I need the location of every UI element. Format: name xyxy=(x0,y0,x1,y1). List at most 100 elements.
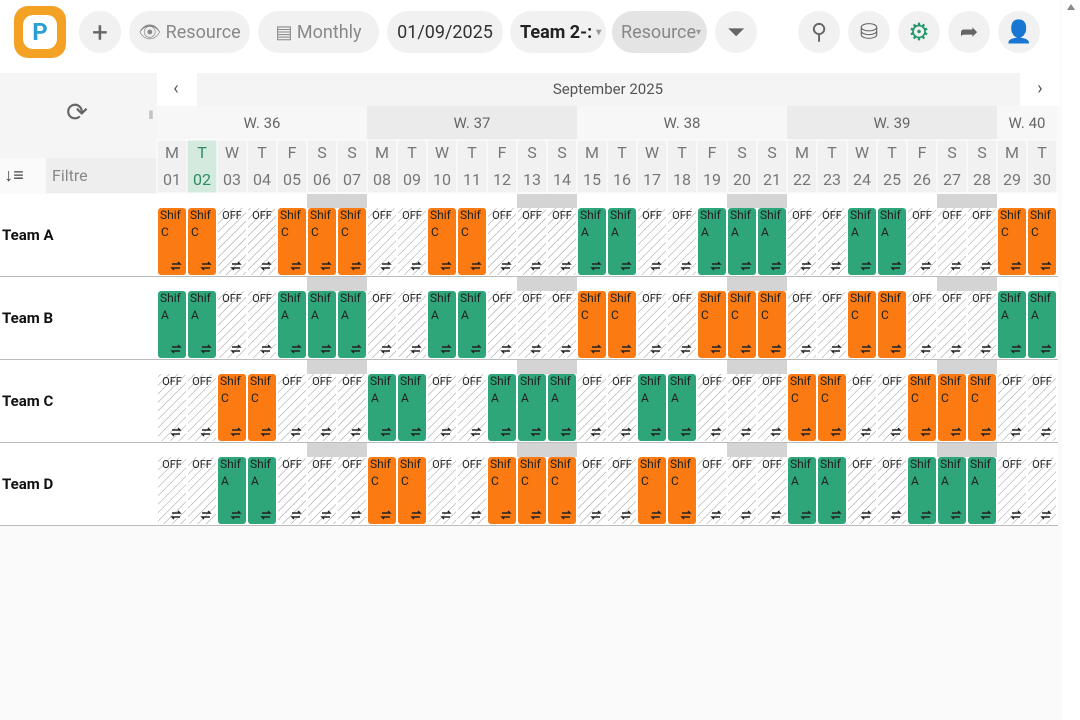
shift-cell[interactable] xyxy=(758,291,786,358)
off-cell[interactable] xyxy=(398,208,426,275)
off-cell[interactable] xyxy=(848,374,876,441)
off-cell[interactable] xyxy=(218,208,246,275)
off-cell[interactable] xyxy=(278,374,306,441)
off-cell[interactable] xyxy=(698,374,726,441)
prev-button[interactable] xyxy=(157,73,197,106)
shift-cell[interactable] xyxy=(728,208,756,275)
off-cell[interactable] xyxy=(758,457,786,524)
refresh-button[interactable]: ⟳ xyxy=(66,98,88,128)
shift-cell[interactable] xyxy=(908,374,936,441)
logo[interactable]: P xyxy=(14,6,66,58)
shift-cell[interactable] xyxy=(668,374,696,441)
shift-cell[interactable] xyxy=(758,208,786,275)
database-button[interactable]: ⛁ xyxy=(848,11,890,53)
off-cell[interactable] xyxy=(188,457,216,524)
add-button[interactable]: + xyxy=(79,11,121,53)
shift-cell[interactable] xyxy=(698,208,726,275)
off-cell[interactable] xyxy=(788,208,816,275)
shift-cell[interactable] xyxy=(218,374,246,441)
shift-cell[interactable] xyxy=(368,457,396,524)
off-cell[interactable] xyxy=(518,291,546,358)
off-cell[interactable] xyxy=(938,208,966,275)
off-cell[interactable] xyxy=(878,457,906,524)
off-cell[interactable] xyxy=(548,291,576,358)
shift-cell[interactable] xyxy=(248,374,276,441)
shift-cell[interactable] xyxy=(968,457,996,524)
shift-cell[interactable] xyxy=(188,208,216,275)
shift-cell[interactable] xyxy=(368,374,396,441)
shift-cell[interactable] xyxy=(788,457,816,524)
off-cell[interactable] xyxy=(368,291,396,358)
shift-cell[interactable] xyxy=(908,457,936,524)
off-cell[interactable] xyxy=(578,457,606,524)
view-select[interactable]: 👁 Resource xyxy=(129,11,250,53)
off-cell[interactable] xyxy=(818,208,846,275)
shift-cell[interactable] xyxy=(878,291,906,358)
off-cell[interactable] xyxy=(668,291,696,358)
shift-cell[interactable] xyxy=(578,208,606,275)
shift-cell[interactable] xyxy=(938,374,966,441)
off-cell[interactable] xyxy=(458,374,486,441)
shift-cell[interactable] xyxy=(458,291,486,358)
shift-cell[interactable] xyxy=(518,374,546,441)
shift-cell[interactable] xyxy=(428,291,456,358)
shift-cell[interactable] xyxy=(248,457,276,524)
off-cell[interactable] xyxy=(878,374,906,441)
shift-cell[interactable] xyxy=(458,208,486,275)
off-cell[interactable] xyxy=(308,457,336,524)
off-cell[interactable] xyxy=(998,374,1026,441)
off-cell[interactable] xyxy=(368,208,396,275)
user-button[interactable]: 👤 xyxy=(998,11,1040,53)
splitter[interactable]: ‖ xyxy=(149,108,154,122)
off-cell[interactable] xyxy=(398,291,426,358)
off-cell[interactable] xyxy=(788,291,816,358)
shift-cell[interactable] xyxy=(818,457,846,524)
off-cell[interactable] xyxy=(908,208,936,275)
filter-input[interactable]: Filtre xyxy=(52,166,88,185)
shift-cell[interactable] xyxy=(548,457,576,524)
date-picker[interactable]: 01/09/2025 xyxy=(387,11,503,53)
shift-cell[interactable] xyxy=(878,208,906,275)
next-button[interactable] xyxy=(1020,73,1060,106)
off-cell[interactable] xyxy=(608,374,636,441)
off-cell[interactable] xyxy=(968,208,996,275)
shift-cell[interactable] xyxy=(848,291,876,358)
off-cell[interactable] xyxy=(488,291,516,358)
filter-box[interactable] xyxy=(46,158,157,193)
off-cell[interactable] xyxy=(968,291,996,358)
settings-button[interactable]: ⚙ xyxy=(898,11,940,53)
shift-cell[interactable] xyxy=(278,208,306,275)
off-cell[interactable] xyxy=(668,208,696,275)
shift-cell[interactable] xyxy=(338,208,366,275)
shift-cell[interactable] xyxy=(608,208,636,275)
off-cell[interactable] xyxy=(848,457,876,524)
off-cell[interactable] xyxy=(248,208,276,275)
shift-cell[interactable] xyxy=(578,291,606,358)
off-cell[interactable] xyxy=(218,291,246,358)
off-cell[interactable] xyxy=(698,457,726,524)
off-cell[interactable] xyxy=(608,457,636,524)
off-cell[interactable] xyxy=(1028,374,1056,441)
shift-cell[interactable] xyxy=(968,374,996,441)
shift-cell[interactable] xyxy=(398,457,426,524)
shift-cell[interactable] xyxy=(998,291,1026,358)
shift-cell[interactable] xyxy=(158,291,186,358)
filter-button[interactable]: ⏷ xyxy=(715,11,757,53)
off-cell[interactable] xyxy=(908,291,936,358)
period-select[interactable]: ▤ Monthly xyxy=(258,11,379,53)
off-cell[interactable] xyxy=(158,374,186,441)
shift-cell[interactable] xyxy=(518,457,546,524)
shift-cell[interactable] xyxy=(308,291,336,358)
shift-cell[interactable] xyxy=(278,291,306,358)
shift-cell[interactable] xyxy=(188,291,216,358)
off-cell[interactable] xyxy=(158,457,186,524)
off-cell[interactable] xyxy=(338,374,366,441)
shift-cell[interactable] xyxy=(398,374,426,441)
shift-cell[interactable] xyxy=(338,291,366,358)
off-cell[interactable] xyxy=(818,291,846,358)
off-cell[interactable] xyxy=(548,208,576,275)
off-cell[interactable] xyxy=(638,208,666,275)
off-cell[interactable] xyxy=(638,291,666,358)
off-cell[interactable] xyxy=(578,374,606,441)
shift-cell[interactable] xyxy=(308,208,336,275)
